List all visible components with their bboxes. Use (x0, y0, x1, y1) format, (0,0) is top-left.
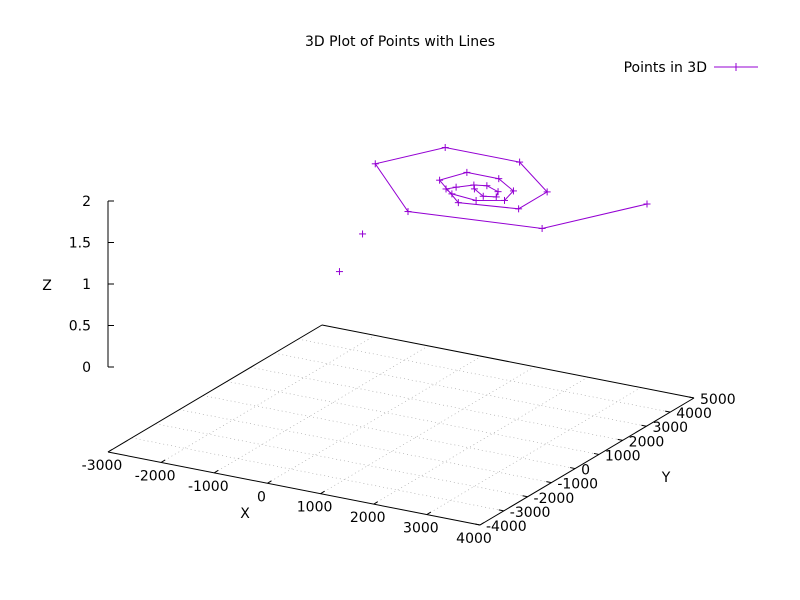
grid-line-x (320, 366, 535, 494)
x-tick-label: -3000 (82, 458, 123, 474)
back-axis-line (107, 324, 323, 453)
chart-title: 3D Plot of Points with Lines (305, 34, 495, 50)
z-tick-label: 1.5 (69, 236, 91, 252)
grid-line-x (373, 376, 588, 505)
y-tick (522, 495, 528, 498)
x-tick (107, 449, 113, 453)
series-layer (335, 143, 651, 276)
y-tick (474, 523, 481, 526)
grid-line-y (298, 338, 671, 413)
y-tick-label: 3000 (652, 420, 688, 436)
y-tick (641, 424, 647, 427)
x-tick (373, 501, 378, 505)
x-tick (214, 469, 219, 474)
y-tick-label: 5000 (700, 392, 736, 408)
y-tick (570, 467, 576, 470)
x-axis-line (107, 451, 481, 526)
x-tick (479, 522, 485, 526)
x-tick (426, 511, 432, 515)
y-axis-line (479, 397, 695, 526)
grid-line-x (267, 356, 482, 484)
z-tick-label: 0.5 (69, 319, 91, 335)
y-tick-label: 1000 (605, 448, 641, 464)
x-tick-label: 0 (257, 489, 266, 505)
z-tick-label: 0 (82, 360, 91, 376)
z-tick-label: 1 (82, 277, 91, 293)
x-tick-label: 3000 (403, 521, 439, 537)
ticks-layer: -3000-2000-100001000200030004000-4000-30… (69, 194, 736, 547)
legend-label: Points in 3D (624, 60, 707, 76)
y-tick-label: -1000 (557, 477, 598, 493)
back-axis-line (321, 324, 695, 399)
x-tick-label: -2000 (135, 468, 176, 484)
legend-swatch (714, 63, 758, 71)
y-tick-label: 0 (581, 463, 590, 479)
x-tick-label: 1000 (297, 500, 333, 516)
y-tick (688, 396, 695, 399)
x-tick (267, 480, 272, 484)
grid-line-y (250, 367, 623, 441)
y-tick (546, 481, 552, 484)
y-tick (593, 452, 599, 455)
x-axis-label: X (240, 506, 250, 522)
grid-line-y (274, 352, 647, 427)
grid-layer (107, 324, 695, 526)
grid-line-x (214, 345, 429, 474)
y-tick-label: -4000 (486, 519, 527, 535)
z-axis-label: Z (42, 278, 52, 294)
y-tick-label: 2000 (629, 434, 665, 450)
series-line (374, 146, 648, 230)
y-tick-label: 4000 (676, 406, 712, 422)
y-tick (617, 438, 623, 441)
y-tick (665, 410, 671, 413)
x-tick-label: -1000 (188, 479, 229, 495)
z-tick-label: 2 (82, 194, 91, 210)
y-axis-label: Y (661, 470, 671, 486)
grid-line-y (226, 381, 599, 455)
y-tick-label: -2000 (534, 491, 575, 507)
grid-line-y (179, 409, 552, 483)
y-tick-label: -3000 (510, 505, 551, 521)
x-tick (320, 490, 325, 495)
grid-line-x (160, 335, 376, 463)
grid-line-x (426, 387, 642, 515)
grid-line-y (203, 395, 576, 469)
x-tick-label: 4000 (456, 531, 492, 547)
y-tick (498, 509, 504, 512)
x-tick-label: 2000 (350, 510, 386, 526)
x-tick (160, 459, 166, 463)
axes-layer (107, 201, 695, 526)
